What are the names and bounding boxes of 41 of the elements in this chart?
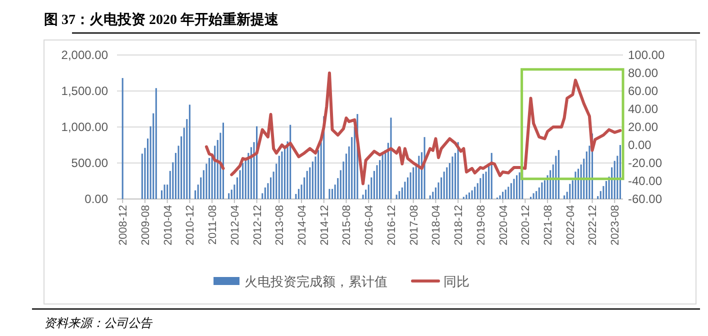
x-tick-label: 2022-04 [564,205,577,246]
text: 资料来源：公司公告 [44,316,153,330]
x-tick-label: 2017-08 [408,205,420,246]
legend-label: 同比 [444,274,470,289]
x-tick-label: 2012-04 [229,205,242,246]
x-tick-label: 2010-04 [162,205,174,246]
y2-tick-label: 0.00 [628,138,652,152]
y2-tick-label: -40.00 [628,174,662,188]
y2-tick-label: -20.00 [628,156,662,170]
x-tick-label: 2022-12 [587,205,600,246]
x-tick-label: 2020-12 [520,205,532,246]
x-tick-label: 2014-12 [318,205,331,246]
y-tick-label: 500.00 [71,156,108,170]
x-tick-label: 2009-08 [140,205,152,246]
x-tick-label: 2010-12 [184,205,197,246]
y2-tick-label: 60.00 [628,84,658,98]
legend-label: 火电投资完成额，累计值 [244,274,388,289]
x-tick-label: 2018-04 [430,205,443,246]
y2-tick-label: -60.00 [628,192,662,206]
x-tick-label: 2023-08 [610,205,622,246]
x-tick-label: 2008-12 [118,205,130,246]
y-tick-label: 1,000.00 [61,120,108,134]
x-tick-label: 2012-12 [252,205,264,246]
y2-tick-label: 20.00 [628,120,658,134]
y-tick-label: 2,000.00 [61,48,108,62]
x-tick-label: 2013-08 [274,205,286,246]
x-tick-label: 2016-04 [364,205,376,246]
y2-tick-label: 80.00 [628,66,658,80]
y2-tick-label: 100.00 [628,48,666,62]
x-tick-label: 2011-08 [207,205,220,245]
x-tick-label: 2021-08 [542,205,555,246]
y2-tick-label: 40.00 [628,102,658,116]
y-tick-label: 0.00 [84,192,108,206]
x-tick-label: 2018-12 [453,205,466,246]
chart-title: 图 37：火电投资 2020 年开始重新提速 [44,11,280,28]
x-tick-label: 2015-08 [341,205,354,246]
x-tick-label: 2019-08 [475,205,488,246]
x-tick-label: 2020-04 [498,205,510,246]
x-tick-label: 2014-04 [296,205,309,246]
y-tick-label: 1,500.00 [61,84,108,98]
x-tick-label: 2016-12 [386,205,398,246]
